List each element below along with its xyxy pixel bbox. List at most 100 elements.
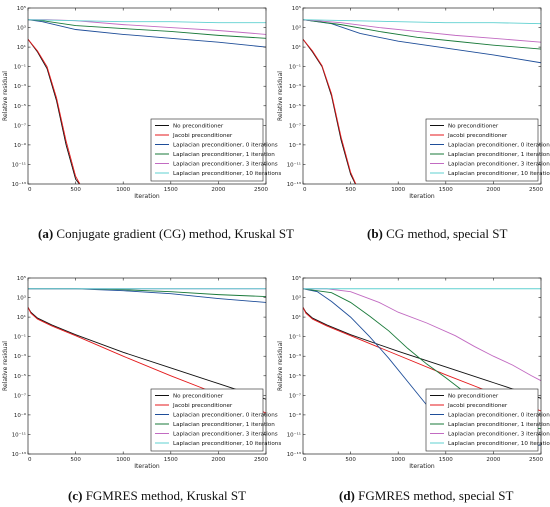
series-line-d-4	[303, 288, 541, 382]
series-line-b-3	[303, 19, 541, 50]
x-tick-label-c-1: 500	[70, 457, 81, 463]
panel-d: 0 500 1000 1500 2000 2500 10⁻¹³ 10⁻¹¹ 10⁻⁹ 10⁻⁷ 10…	[275, 270, 550, 507]
caption-text-c: FGMRES method, Kruskal ST	[85, 488, 247, 503]
y-tick-label-b-4: 10⁻⁵	[289, 103, 301, 110]
legend-box-c	[150, 388, 264, 452]
series-line-c-1	[28, 307, 266, 414]
y-tick-label-a-1: 10⁻¹¹	[12, 161, 26, 168]
legend-entry-a-3: Laplacian preconditioner, 1 iteration	[173, 152, 275, 158]
y-tick-label-b-7: 10¹	[292, 44, 301, 51]
legend-entry-c-3: Laplacian preconditioner, 1 iteration	[173, 422, 275, 428]
plot-frame-d	[302, 277, 542, 455]
chart-c: 0 500 1000 1500 2000 2500 10⁻¹³ 10⁻¹¹ 10⁻⁹ 10⁻⁷ 10…	[2, 275, 281, 470]
legend-entry-d-2: Laplacian preconditioner, 0 iterations	[448, 413, 550, 419]
series-group-b	[303, 19, 541, 184]
caption-text-d: FGMRES method, special ST	[358, 488, 514, 503]
legend-entry-d-4: Laplacian preconditioner, 3 iterations	[448, 432, 550, 438]
legend-entry-b-3: Laplacian preconditioner, 1 iteration	[448, 152, 550, 158]
y-tick-label-d-0: 10⁻¹³	[287, 451, 301, 458]
y-tick-label-b-1: 10⁻¹¹	[287, 161, 301, 168]
y-axis-label-a: Relative residual	[2, 71, 9, 121]
series-line-d-1	[303, 307, 541, 412]
y-axis-label-c: Relative residual	[2, 341, 9, 391]
y-tick-label-d-3: 10⁻⁷	[289, 392, 301, 399]
y-tick-label-d-6: 10⁻¹	[289, 334, 301, 341]
chart-a: 0 500 1000 1500 2000 2500 10⁻¹³ 10⁻¹¹ 10⁻⁹ 10⁻⁷ 10…	[2, 5, 281, 200]
x-tick-label-a-4: 2000	[211, 187, 225, 193]
x-axis-label-c: Iteration	[134, 463, 160, 470]
x-tick-label-b-3: 1500	[439, 187, 453, 193]
y-tick-label-b-2: 10⁻⁹	[289, 142, 301, 149]
y-tick-label-b-0: 10⁻¹³	[287, 181, 301, 188]
y-tick-label-c-3: 10⁻⁷	[14, 392, 26, 399]
x-tick-label-d-4: 2000	[486, 457, 500, 463]
legend-entry-a-1: Jacobi preconditioner	[172, 133, 233, 139]
y-tick-label-a-4: 10⁻⁵	[14, 103, 26, 110]
y-tick-label-a-9: 10⁵	[17, 5, 26, 12]
x-tick-label-c-0: 0	[28, 457, 32, 463]
x-tick-label-c-4: 2000	[211, 457, 225, 463]
series-group-c	[28, 288, 266, 414]
y-tick-label-c-6: 10⁻¹	[14, 334, 26, 341]
legend-c: No preconditioner Jacobi preconditioner La…	[150, 388, 281, 452]
series-line-a-0	[28, 39, 80, 184]
x-tick-label-c-5: 2500	[254, 457, 268, 463]
y-tick-label-a-3: 10⁻⁷	[14, 122, 26, 129]
legend-entry-b-2: Laplacian preconditioner, 0 iterations	[448, 143, 550, 149]
x-tick-label-b-0: 0	[303, 187, 307, 193]
y-axis-label-b: Relative residual	[277, 71, 284, 121]
legend-entry-d-5: Laplacian preconditioner, 10 iterations	[448, 441, 550, 447]
x-tick-label-b-4: 2000	[486, 187, 500, 193]
x-tick-label-a-5: 2500	[254, 187, 268, 193]
y-tick-label-d-5: 10⁻³	[289, 353, 301, 360]
y-tick-label-d-9: 10⁵	[292, 275, 301, 282]
legend-entry-a-5: Laplacian preconditioner, 10 iterations	[173, 171, 281, 177]
panel-b: 0 500 1000 1500 2000 2500 10⁻¹³ 10⁻¹¹ 10⁻⁹ 10⁻⁷ 10…	[275, 0, 550, 250]
y-tick-label-b-5: 10⁻³	[289, 83, 301, 90]
panel-c: 0 500 1000 1500 2000 2500 10⁻¹³ 10⁻¹¹ 10⁻⁹ 10⁻⁷ 10…	[0, 270, 281, 507]
y-tick-label-c-0: 10⁻¹³	[12, 451, 26, 458]
y-tick-label-c-9: 10⁵	[17, 275, 26, 282]
y-tick-label-c-2: 10⁻⁹	[14, 412, 26, 419]
series-group-a	[28, 19, 266, 184]
y-tick-label-c-4: 10⁻⁵	[14, 373, 26, 380]
x-axis-label-a: Iteration	[134, 193, 160, 200]
legend-d: No preconditioner Jacobi preconditioner La…	[425, 388, 550, 452]
y-tick-label-a-6: 10⁻¹	[14, 64, 26, 71]
x-tick-label-d-0: 0	[303, 457, 307, 463]
legend-a: No preconditioner Jacobi preconditioner La…	[150, 118, 281, 182]
y-tick-label-b-9: 10⁵	[292, 5, 301, 12]
y-tick-label-a-0: 10⁻¹³	[12, 181, 26, 188]
y-axis-label-d: Relative residual	[277, 341, 284, 391]
series-line-c-0	[28, 307, 266, 400]
y-tick-label-d-7: 10¹	[292, 314, 301, 321]
x-tick-label-a-1: 500	[70, 187, 81, 193]
series-line-b-2	[303, 19, 541, 64]
legend-entry-b-1: Jacobi preconditioner	[447, 133, 508, 139]
legend-entry-c-4: Laplacian preconditioner, 3 iterations	[173, 432, 278, 438]
panel-a: 0 500 1000 1500 2000 2500 10⁻¹³ 10⁻¹¹ 10⁻⁹ 10⁻⁷ 10…	[0, 0, 294, 250]
x-tick-label-d-3: 1500	[439, 457, 453, 463]
caption-text-a: Conjugate gradient (CG) method, Kruskal …	[56, 226, 294, 241]
y-tick-label-a-7: 10¹	[17, 44, 26, 51]
legend-entry-a-2: Laplacian preconditioner, 0 iterations	[173, 143, 278, 149]
chart-d: 0 500 1000 1500 2000 2500 10⁻¹³ 10⁻¹¹ 10⁻⁹ 10⁻⁷ 10…	[277, 275, 550, 470]
caption-tag-b: (b)	[367, 226, 383, 241]
y-tick-label-d-1: 10⁻¹¹	[287, 431, 301, 438]
x-tick-label-b-2: 1000	[391, 187, 405, 193]
y-tick-label-b-3: 10⁻⁷	[289, 122, 301, 129]
x-tick-label-b-1: 500	[345, 187, 356, 193]
y-tick-label-c-1: 10⁻¹¹	[12, 431, 26, 438]
y-tick-label-b-8: 10³	[292, 25, 301, 32]
caption-a: (a) Conjugate gradient (CG) method, Krus…	[38, 226, 294, 242]
y-tick-label-c-7: 10¹	[17, 314, 26, 321]
y-tick-label-d-2: 10⁻⁹	[289, 412, 301, 419]
series-line-b-1	[303, 39, 357, 184]
y-tick-label-d-8: 10³	[292, 295, 301, 302]
legend-entry-a-0: No preconditioner	[173, 124, 224, 130]
x-tick-label-b-5: 2500	[529, 187, 543, 193]
chart-b: 0 500 1000 1500 2000 2500 10⁻¹³ 10⁻¹¹ 10⁻⁹ 10⁻⁷ 10…	[277, 5, 550, 200]
caption-b: (b) CG method, special ST	[367, 226, 507, 242]
y-tick-label-a-5: 10⁻³	[14, 83, 26, 90]
y-tick-label-c-8: 10³	[17, 295, 26, 302]
